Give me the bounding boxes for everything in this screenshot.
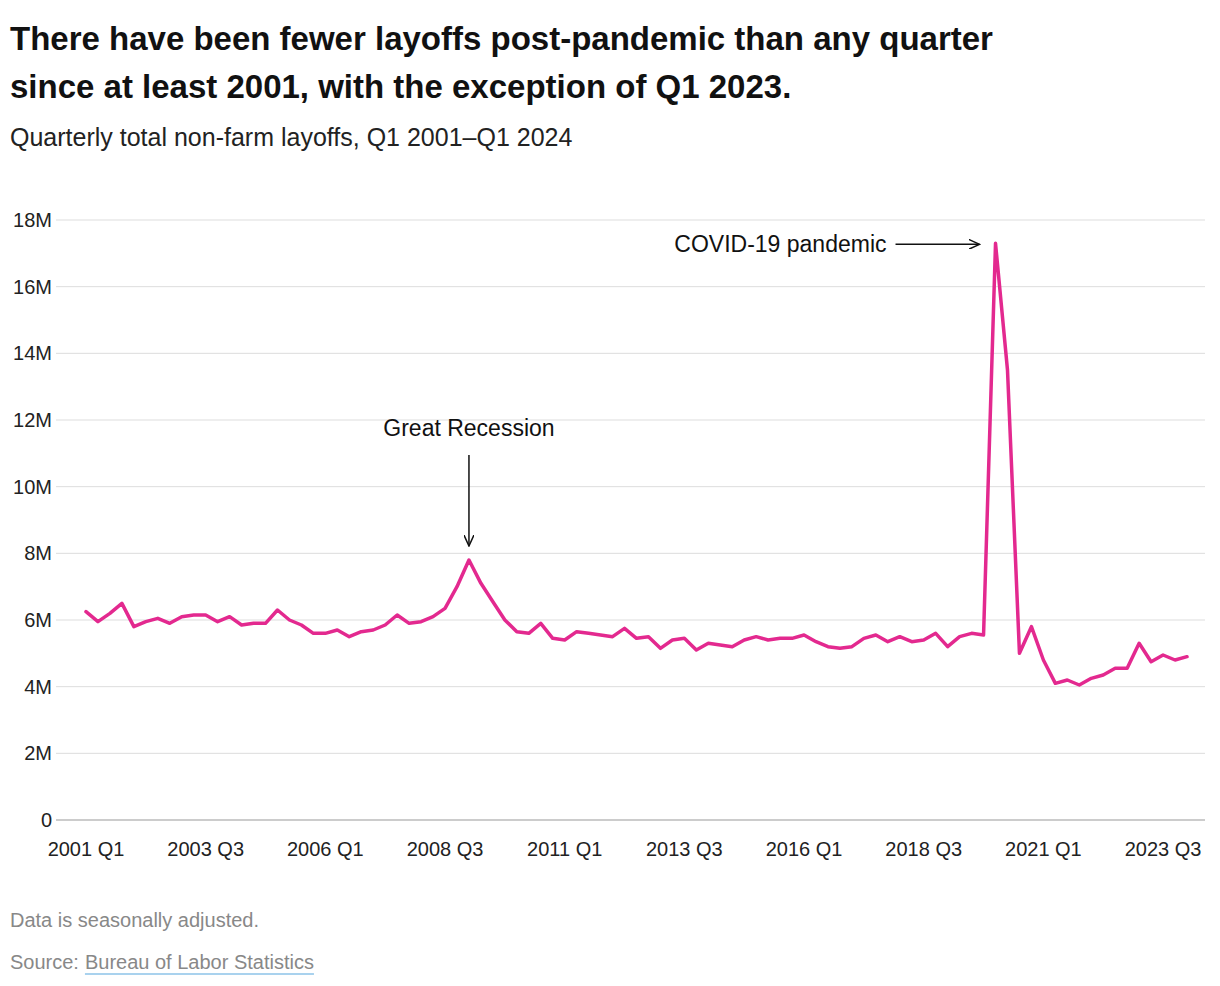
plot-area	[86, 243, 1187, 685]
grid-line	[56, 620, 1205, 621]
source-link[interactable]: Bureau of Labor Statistics	[85, 951, 314, 973]
annotation: COVID-19 pandemic	[674, 231, 886, 257]
y-tick-label: 14M	[13, 342, 52, 364]
grid-line	[56, 220, 1205, 221]
y-tick-label: 0	[41, 809, 52, 831]
x-tick-label: 2003 Q3	[167, 838, 244, 860]
grid-line	[56, 353, 1205, 354]
series-line	[86, 243, 1187, 685]
y-tick-label: 8M	[24, 542, 52, 564]
y-axis-range	[56, 220, 57, 820]
x-tick-label: 2008 Q3	[407, 838, 484, 860]
grid-line	[56, 286, 1205, 287]
annotation-arrow	[896, 244, 980, 246]
y-tick-label: 16M	[13, 276, 52, 298]
x-tick-label: 2021 Q1	[1005, 838, 1082, 860]
y-tick-label: 2M	[24, 742, 52, 764]
grid-line	[56, 686, 1205, 687]
grid-line	[56, 820, 1205, 821]
grid-line	[56, 486, 1205, 487]
subtitle: Quarterly total non-farm layoffs, Q1 200…	[10, 123, 572, 151]
y-tick-label: 18M	[13, 209, 52, 231]
x-tick-label: 2023 Q3	[1125, 838, 1202, 860]
title: since at least 2001, with the exception …	[10, 68, 791, 105]
source-label: Source:	[10, 951, 79, 973]
x-tick-label: 2018 Q3	[885, 838, 962, 860]
note: Data is seasonally adjusted.	[10, 909, 259, 931]
x-tick-label: 2001 Q1	[48, 838, 125, 860]
grid-line	[56, 553, 1205, 554]
x-tick-label: 2011 Q1	[527, 838, 602, 860]
x-axis-line	[56, 820, 1205, 821]
annotation-arrow	[468, 455, 470, 546]
grid-line	[56, 753, 1205, 754]
x-tick-label: 2016 Q1	[766, 838, 843, 860]
y-tick-label: 4M	[24, 676, 52, 698]
grid-line	[56, 420, 1205, 421]
y-tick-label: 10M	[13, 476, 52, 498]
annotation: Great Recession	[383, 415, 554, 441]
chart: There have been fewer layoffs post-pande…	[0, 0, 1220, 986]
y-tick-label: 12M	[13, 409, 52, 431]
x-tick-label: 2013 Q3	[646, 838, 723, 860]
y-tick-label: 6M	[24, 609, 52, 631]
source-underline	[85, 973, 314, 975]
x-tick-label: 2006 Q1	[287, 838, 364, 860]
title: There have been fewer layoffs post-pande…	[10, 20, 993, 57]
